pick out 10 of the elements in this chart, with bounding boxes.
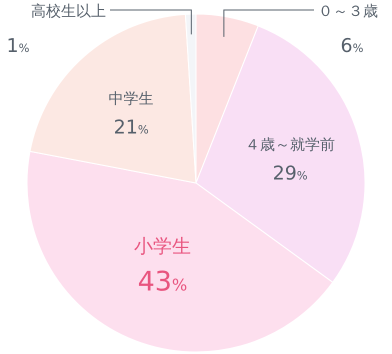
- slice-label: ０～３歳: [318, 2, 378, 20]
- data-label: 21%: [114, 116, 149, 138]
- data-label: 6%: [340, 35, 364, 57]
- data-label: 43%: [138, 266, 188, 298]
- slice-label: 中学生: [108, 89, 154, 108]
- data-label: 1%: [6, 35, 30, 57]
- slice-label: 小学生: [134, 236, 191, 258]
- data-label: 29%: [272, 162, 308, 185]
- slice-label: 高校生以上: [31, 2, 106, 20]
- slice-label: ４歳～就学前: [245, 136, 336, 154]
